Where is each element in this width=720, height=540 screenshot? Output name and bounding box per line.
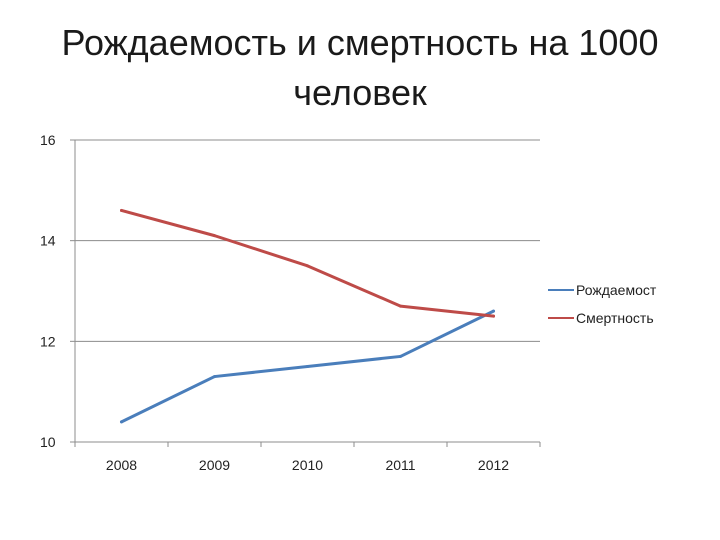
data-point (120, 208, 123, 212)
chart-title-line-1: Рождаемость и смертность на 1000 (61, 22, 659, 63)
data-point (492, 309, 495, 313)
axes (70, 139, 541, 447)
data-point (399, 354, 402, 358)
legend-label: Рождаемост (576, 282, 657, 298)
y-tick-label: 12 (40, 333, 56, 349)
legend: Рождаемост Смертность (548, 282, 657, 326)
data-point (120, 420, 123, 424)
data-point (213, 375, 216, 379)
chart-title-line-2: человек (293, 72, 427, 113)
y-tick-label: 16 (40, 132, 56, 148)
x-tick-label: 2008 (106, 457, 137, 473)
x-tick-labels: 2008 2009 2010 2011 2012 (106, 457, 509, 473)
y-tick-label: 10 (40, 434, 56, 450)
series-lines (120, 208, 495, 424)
y-tick-label: 14 (40, 233, 56, 249)
x-tick-label: 2009 (199, 457, 230, 473)
data-point (492, 314, 495, 318)
series-line-1 (120, 208, 495, 318)
x-tick-label: 2011 (385, 457, 415, 473)
x-tick-label: 2010 (292, 457, 323, 473)
chart-title: Рождаемость и смертность на 1000 человек (0, 18, 720, 118)
y-tick-labels: 10 12 14 16 (40, 132, 56, 450)
data-point (306, 365, 309, 368)
data-point (399, 304, 402, 308)
legend-label: Смертность (576, 310, 654, 326)
data-point (306, 264, 309, 268)
x-tick-label: 2012 (478, 457, 509, 473)
gridlines (75, 139, 540, 342)
data-point (213, 234, 216, 238)
